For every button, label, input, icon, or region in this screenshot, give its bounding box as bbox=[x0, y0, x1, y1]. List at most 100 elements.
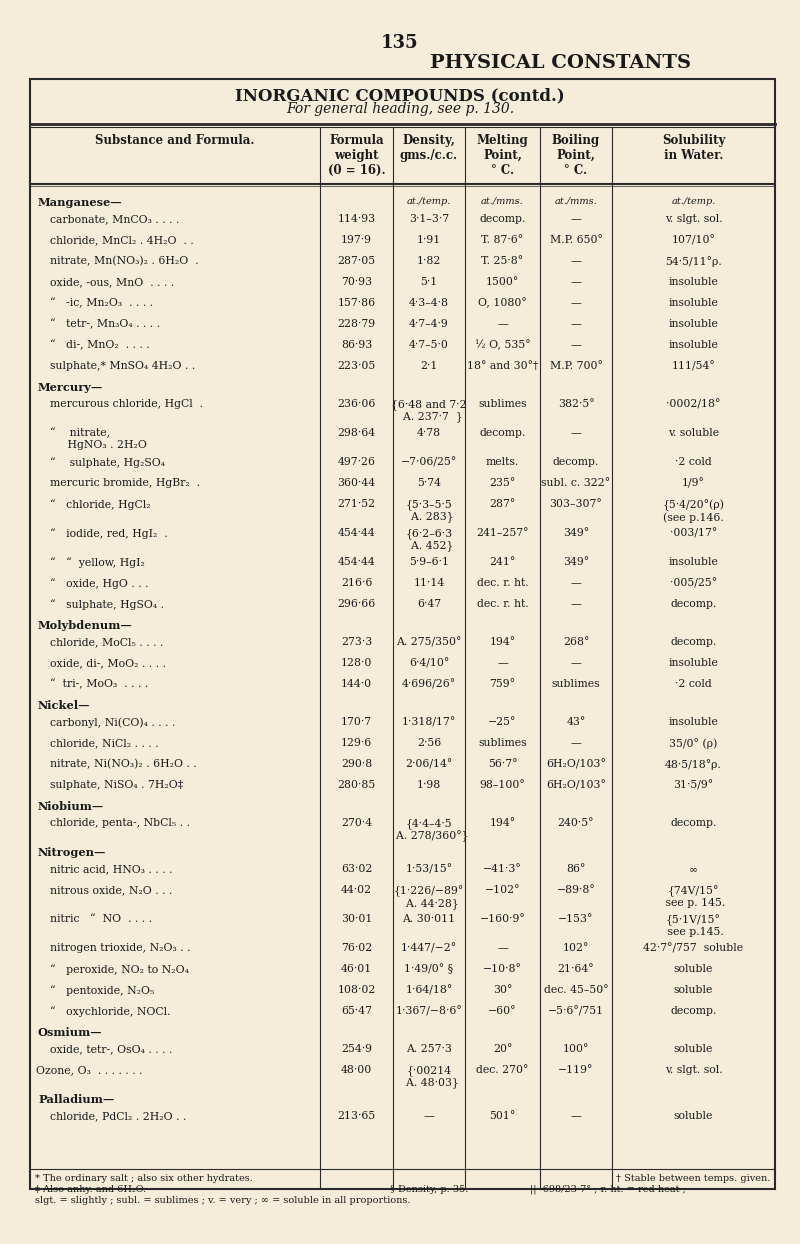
Text: 280·85: 280·85 bbox=[338, 780, 376, 790]
Text: −25°: −25° bbox=[488, 717, 517, 726]
Text: 360·44: 360·44 bbox=[338, 478, 375, 488]
Text: 497·26: 497·26 bbox=[338, 457, 375, 466]
Text: 1500°: 1500° bbox=[486, 277, 519, 287]
Text: 1·49/0° §: 1·49/0° § bbox=[405, 964, 454, 974]
Text: nitrous oxide, N₂O . . .: nitrous oxide, N₂O . . . bbox=[36, 884, 172, 894]
Text: 2·56: 2·56 bbox=[417, 738, 441, 748]
Text: 759°: 759° bbox=[490, 679, 515, 689]
Text: 296·66: 296·66 bbox=[338, 600, 376, 610]
Text: Solubility
in Water.: Solubility in Water. bbox=[662, 134, 725, 162]
Text: Niobium—: Niobium— bbox=[38, 801, 104, 812]
Text: 54·5/11°ρ.: 54·5/11°ρ. bbox=[665, 256, 722, 267]
Text: —: — bbox=[497, 943, 508, 953]
Text: 287°: 287° bbox=[490, 499, 516, 509]
Text: 290·8: 290·8 bbox=[341, 759, 372, 769]
Text: soluble: soluble bbox=[674, 985, 713, 995]
Text: mercuric bromide, HgBr₂  .: mercuric bromide, HgBr₂ . bbox=[36, 478, 200, 488]
Text: 216·6: 216·6 bbox=[341, 578, 372, 588]
Text: subl. c. 322°: subl. c. 322° bbox=[542, 478, 610, 488]
Text: 6H₂O/103°: 6H₂O/103° bbox=[546, 780, 606, 790]
Text: {·00214
  A. 48·03}: {·00214 A. 48·03} bbox=[399, 1065, 459, 1088]
Text: M.P. 700°: M.P. 700° bbox=[550, 361, 602, 371]
Text: chloride, MnCl₂ . 4H₂O  . .: chloride, MnCl₂ . 4H₂O . . bbox=[36, 235, 194, 245]
Text: 3·1–3·7: 3·1–3·7 bbox=[409, 214, 449, 224]
Text: {6·2–6·3
  A. 452}: {6·2–6·3 A. 452} bbox=[404, 527, 454, 551]
Text: decomp.: decomp. bbox=[670, 819, 717, 829]
Text: at./mms.: at./mms. bbox=[481, 197, 524, 207]
Text: −41·3°: −41·3° bbox=[483, 865, 522, 875]
Text: decomp.: decomp. bbox=[670, 600, 717, 610]
Text: chloride, MoCl₅ . . . .: chloride, MoCl₅ . . . . bbox=[36, 637, 163, 647]
Text: dec. 45–50°: dec. 45–50° bbox=[544, 985, 608, 995]
Text: —: — bbox=[570, 256, 582, 266]
Text: {5·3–5·5
  A. 283}: {5·3–5·5 A. 283} bbox=[404, 499, 454, 522]
Text: 501°: 501° bbox=[490, 1111, 516, 1121]
Text: 100°: 100° bbox=[563, 1044, 589, 1054]
Text: ·005/25°: ·005/25° bbox=[670, 578, 717, 588]
Text: Osmium—: Osmium— bbox=[38, 1028, 102, 1037]
Text: —: — bbox=[570, 428, 582, 438]
Text: 349°: 349° bbox=[563, 557, 589, 567]
Text: 63·02: 63·02 bbox=[341, 865, 372, 875]
Text: nitric   “  NO  . . . .: nitric “ NO . . . . bbox=[36, 914, 152, 924]
Text: 6·4/10°: 6·4/10° bbox=[409, 658, 449, 668]
Text: A. 257·3: A. 257·3 bbox=[406, 1044, 452, 1054]
Text: “   oxide, HgO . . .: “ oxide, HgO . . . bbox=[36, 578, 149, 588]
Text: {6·48 and 7·2
  A. 237·7  }: {6·48 and 7·2 A. 237·7 } bbox=[391, 399, 467, 422]
Text: —: — bbox=[570, 318, 582, 328]
Text: 1·98: 1·98 bbox=[417, 780, 441, 790]
Text: −160·9°: −160·9° bbox=[480, 914, 526, 924]
Text: 44·02: 44·02 bbox=[341, 884, 372, 894]
Text: 303–307°: 303–307° bbox=[550, 499, 602, 509]
Text: {1·226/−89°
  A. 44·28}: {1·226/−89° A. 44·28} bbox=[394, 884, 464, 909]
Text: 1·82: 1·82 bbox=[417, 256, 441, 266]
Text: —: — bbox=[497, 318, 508, 328]
Text: 42·7°/757  soluble: 42·7°/757 soluble bbox=[643, 943, 743, 953]
Text: carbonate, MnCO₃ . . . .: carbonate, MnCO₃ . . . . bbox=[36, 214, 179, 224]
Text: decomp.: decomp. bbox=[479, 428, 526, 438]
Text: —: — bbox=[423, 1111, 434, 1121]
Text: −7·06/25°: −7·06/25° bbox=[401, 457, 457, 468]
Text: −119°: −119° bbox=[558, 1065, 594, 1075]
Text: 107/10°: 107/10° bbox=[671, 235, 715, 245]
Text: PHYSICAL CONSTANTS: PHYSICAL CONSTANTS bbox=[430, 53, 690, 72]
Text: 454·44: 454·44 bbox=[338, 527, 375, 537]
Text: sublimes: sublimes bbox=[552, 679, 600, 689]
Text: sublimes: sublimes bbox=[478, 738, 527, 748]
Text: insoluble: insoluble bbox=[669, 658, 718, 668]
Text: —: — bbox=[570, 738, 582, 748]
Text: ∞: ∞ bbox=[689, 865, 698, 875]
Text: chloride, NiCl₂ . . . .: chloride, NiCl₂ . . . . bbox=[36, 738, 158, 748]
Text: v. slgt. sol.: v. slgt. sol. bbox=[665, 214, 722, 224]
Text: sublimes: sublimes bbox=[478, 399, 527, 409]
Text: § Density, p. 35.: § Density, p. 35. bbox=[390, 1186, 468, 1194]
Text: 48·00: 48·00 bbox=[341, 1065, 372, 1075]
Text: soluble: soluble bbox=[674, 1111, 713, 1121]
Text: 1·91: 1·91 bbox=[417, 235, 441, 245]
Text: {4·4–4·5
  A. 278/360°}: {4·4–4·5 A. 278/360°} bbox=[390, 819, 469, 842]
Text: −5·6°/751: −5·6°/751 bbox=[548, 1006, 604, 1016]
Text: Molybdenum—: Molybdenum— bbox=[38, 620, 133, 631]
Text: 170·7: 170·7 bbox=[341, 717, 372, 726]
Text: ·003/17°: ·003/17° bbox=[670, 527, 717, 539]
Text: 108·02: 108·02 bbox=[338, 985, 376, 995]
Text: 268°: 268° bbox=[563, 637, 589, 647]
Text: 30°: 30° bbox=[493, 985, 512, 995]
Text: decomp.: decomp. bbox=[670, 1006, 717, 1016]
Text: 48·5/18°ρ.: 48·5/18°ρ. bbox=[665, 759, 722, 770]
Text: dec. r. ht.: dec. r. ht. bbox=[477, 600, 528, 610]
Text: nitrogen trioxide, N₂O₃ . .: nitrogen trioxide, N₂O₃ . . bbox=[36, 943, 190, 953]
Text: “    nitrate,
         HgNO₃ . 2H₂O: “ nitrate, HgNO₃ . 2H₂O bbox=[36, 428, 147, 450]
Text: insoluble: insoluble bbox=[669, 318, 718, 328]
Text: v. slgt. sol.: v. slgt. sol. bbox=[665, 1065, 722, 1075]
Text: dec. r. ht.: dec. r. ht. bbox=[477, 578, 528, 588]
Text: {5·4/20°(ρ)
(see p.146.: {5·4/20°(ρ) (see p.146. bbox=[662, 499, 725, 522]
Text: 43°: 43° bbox=[566, 717, 586, 726]
Text: 1·447/−2°: 1·447/−2° bbox=[401, 943, 457, 953]
Text: 6H₂O/103°: 6H₂O/103° bbox=[546, 759, 606, 769]
Text: 114·93: 114·93 bbox=[338, 214, 375, 224]
Text: Boiling
Point,
° C.: Boiling Point, ° C. bbox=[552, 134, 600, 177]
Text: 35/0° (ρ): 35/0° (ρ) bbox=[670, 738, 718, 749]
Text: 111/54°: 111/54° bbox=[672, 361, 715, 372]
Text: Nitrogen—: Nitrogen— bbox=[38, 847, 106, 858]
